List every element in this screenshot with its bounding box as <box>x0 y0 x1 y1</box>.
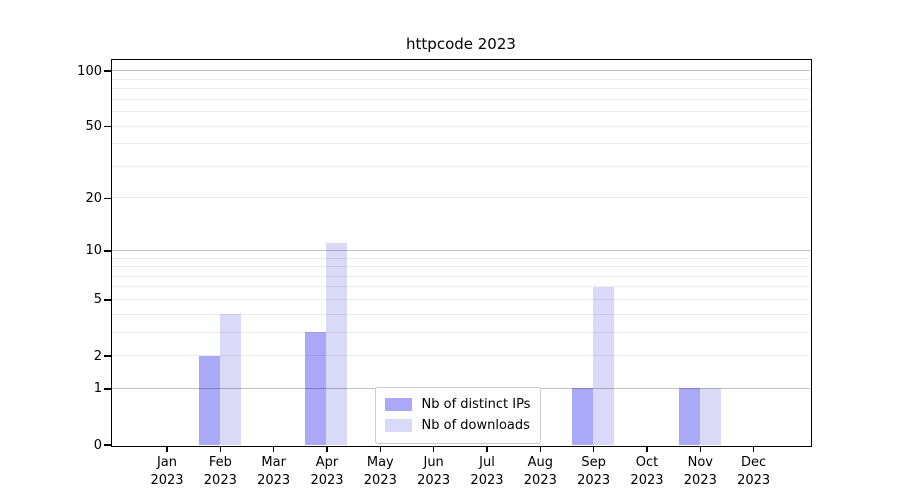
chart-title: httpcode 2023 <box>406 35 516 53</box>
legend-item-downloads: Nb of downloads <box>384 415 531 436</box>
legend-item-distinct-ips: Nb of distinct IPs <box>384 394 531 415</box>
x-tick-mark <box>592 446 595 452</box>
y-tick-mark <box>103 250 111 252</box>
x-tick-label: May 2023 <box>363 455 397 488</box>
x-tick-label: Aug 2023 <box>523 455 557 488</box>
y-tick-label: 0 <box>93 437 102 453</box>
x-tick-mark <box>539 446 542 452</box>
y-tick-mark <box>103 388 111 390</box>
x-tick-mark <box>432 446 435 452</box>
bar-nb-of-downloads-apr <box>326 243 348 445</box>
y-tick-mark <box>103 197 111 200</box>
x-tick-label: Feb 2023 <box>203 455 237 488</box>
y-tick-label: 100 <box>77 63 102 79</box>
bar-nb-of-downloads-nov <box>699 388 721 445</box>
x-tick-mark <box>379 446 382 452</box>
y-tick-label: 10 <box>85 243 102 259</box>
bars-layer <box>112 60 810 445</box>
x-tick-label: Apr 2023 <box>310 455 344 488</box>
legend-label-downloads: Nb of downloads <box>421 417 530 433</box>
y-tick-mark <box>103 70 111 72</box>
bar-nb-of-distinct-ips-apr <box>305 332 327 445</box>
y-tick-label: 2 <box>93 348 102 364</box>
y-tick-mark <box>103 125 111 128</box>
x-tick-mark <box>646 446 648 452</box>
x-tick-mark <box>486 446 488 452</box>
y-tick-label: 1 <box>93 381 102 397</box>
x-tick-mark <box>166 446 168 452</box>
x-tick-label: Oct 2023 <box>630 455 664 488</box>
bar-nb-of-downloads-feb <box>219 314 241 445</box>
x-tick-mark <box>752 446 755 452</box>
x-tick-mark <box>699 446 702 452</box>
legend: Nb of distinct IPs Nb of downloads <box>374 386 542 444</box>
x-tick-mark <box>272 446 275 452</box>
y-tick-label: 50 <box>85 119 102 135</box>
x-tick-label: Mar 2023 <box>257 455 291 488</box>
x-tick-mark <box>326 446 328 452</box>
plot-area: Nb of distinct IPs Nb of downloads <box>110 58 812 447</box>
y-tick-mark <box>103 355 111 357</box>
bar-nb-of-downloads-sep <box>593 286 615 445</box>
legend-swatch-downloads <box>384 418 412 432</box>
legend-swatch-distinct-ips <box>384 397 412 411</box>
y-tick-mark <box>103 444 111 446</box>
bar-nb-of-distinct-ips-sep <box>572 388 594 445</box>
x-tick-label: Dec 2023 <box>737 455 771 488</box>
legend-label-distinct-ips: Nb of distinct IPs <box>421 396 531 412</box>
bar-nb-of-distinct-ips-feb <box>198 355 220 445</box>
x-tick-label: Jun 2023 <box>417 455 451 488</box>
x-tick-label: Nov 2023 <box>683 455 717 488</box>
bar-nb-of-distinct-ips-nov <box>678 388 700 445</box>
y-tick-mark <box>103 299 111 301</box>
y-tick-label: 5 <box>93 292 102 308</box>
x-tick-label: Jan 2023 <box>150 455 184 488</box>
x-tick-label: Jul 2023 <box>470 455 504 488</box>
x-tick-mark <box>219 446 222 452</box>
y-tick-label: 20 <box>85 190 102 206</box>
x-tick-label: Sep 2023 <box>577 455 611 488</box>
